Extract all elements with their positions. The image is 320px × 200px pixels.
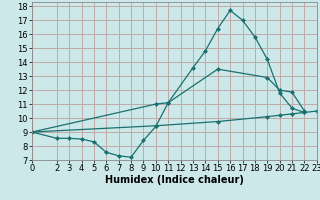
X-axis label: Humidex (Indice chaleur): Humidex (Indice chaleur) — [105, 175, 244, 185]
